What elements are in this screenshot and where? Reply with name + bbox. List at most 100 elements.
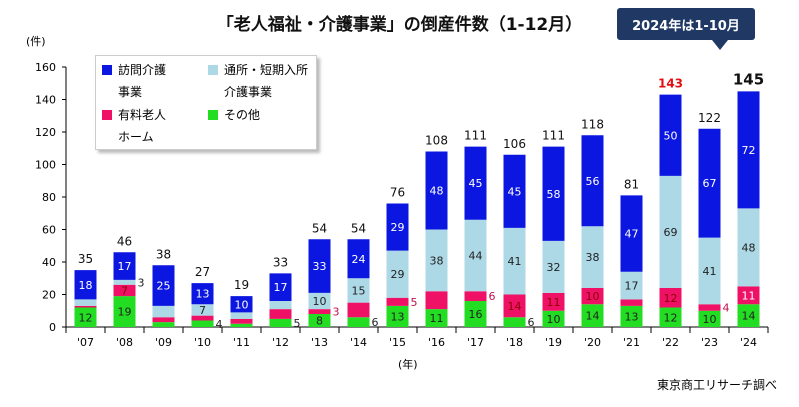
bar-segment bbox=[542, 292, 565, 311]
data-label: 24 bbox=[352, 253, 366, 266]
bar-segment bbox=[620, 305, 643, 327]
data-label: 25 bbox=[157, 280, 171, 293]
legend-label: その他 bbox=[224, 108, 261, 122]
bar-segment bbox=[659, 94, 682, 176]
total-label: 54 bbox=[351, 221, 366, 235]
legend-label: 事業 bbox=[118, 85, 143, 99]
source-note: 東京商工リサーチ調べ bbox=[656, 378, 777, 392]
bar-segment bbox=[230, 323, 253, 327]
data-label: 41 bbox=[703, 265, 717, 278]
legend-item-tsusho: 通所・短期入所 介護事業 bbox=[208, 59, 308, 103]
bar-segment bbox=[737, 304, 760, 327]
y-tick-label: 160 bbox=[35, 61, 56, 74]
x-tick-label: '16 bbox=[428, 336, 445, 349]
bar-segment bbox=[386, 250, 409, 298]
x-tick-label: '20 bbox=[584, 336, 601, 349]
total-label: 111 bbox=[542, 129, 565, 143]
bar-segment bbox=[347, 317, 370, 327]
bar-segment bbox=[386, 203, 409, 251]
bar-segment bbox=[230, 296, 253, 313]
data-label: 12 bbox=[664, 292, 678, 305]
bar-segment bbox=[347, 302, 370, 318]
data-label: 11 bbox=[430, 312, 444, 325]
y-tick-label: 60 bbox=[42, 224, 56, 237]
bar-segment bbox=[152, 265, 175, 306]
bar-segment bbox=[308, 239, 331, 293]
legend-swatch bbox=[102, 65, 112, 75]
bar-segment bbox=[191, 304, 214, 316]
data-label: 50 bbox=[664, 129, 678, 142]
bar-segment bbox=[230, 318, 253, 324]
y-axis-unit: (件) bbox=[26, 35, 46, 48]
data-label: 19 bbox=[118, 306, 132, 319]
bar-segment bbox=[581, 304, 604, 327]
legend-item-other: その他 bbox=[208, 104, 260, 126]
data-label: 45 bbox=[508, 185, 522, 198]
bar-segment bbox=[230, 312, 253, 319]
bar-segment bbox=[113, 279, 136, 285]
total-label: 118 bbox=[581, 117, 604, 131]
data-label: 47 bbox=[625, 228, 639, 241]
bar-segment bbox=[464, 146, 487, 220]
data-label: 13 bbox=[625, 310, 639, 323]
data-label: 12 bbox=[664, 311, 678, 324]
bar-segment bbox=[152, 317, 175, 323]
x-tick-label: '19 bbox=[545, 336, 562, 349]
bar-segment bbox=[542, 146, 565, 241]
data-label: 5 bbox=[294, 317, 301, 330]
data-label: 72 bbox=[742, 144, 756, 157]
legend-label: 有料老人 bbox=[118, 108, 167, 122]
total-label: 81 bbox=[624, 177, 639, 191]
bar-segment bbox=[113, 296, 136, 327]
data-label: 17 bbox=[118, 260, 132, 273]
data-label: 48 bbox=[430, 185, 444, 198]
total-label: 46 bbox=[117, 234, 132, 248]
legend-label: 通所・短期入所 bbox=[224, 63, 309, 77]
bar-segment bbox=[74, 299, 97, 306]
data-label: 3 bbox=[138, 276, 145, 289]
data-label: 6 bbox=[528, 316, 535, 329]
x-axis-unit: (年) bbox=[398, 358, 418, 371]
x-tick-label: '21 bbox=[623, 336, 640, 349]
data-label: 14 bbox=[508, 300, 522, 313]
bar-segment bbox=[113, 252, 136, 280]
total-label: 143 bbox=[658, 77, 683, 91]
data-label: 11 bbox=[742, 289, 756, 302]
data-label: 7 bbox=[121, 284, 128, 297]
total-label: 106 bbox=[503, 137, 526, 151]
bar-segment bbox=[659, 307, 682, 327]
data-label: 7 bbox=[199, 304, 206, 317]
data-label: 44 bbox=[469, 250, 483, 263]
data-label: 29 bbox=[391, 268, 405, 281]
x-tick-label: '09 bbox=[155, 336, 172, 349]
data-label: 12 bbox=[79, 311, 93, 324]
data-label: 10 bbox=[703, 313, 717, 326]
legend-item-houmon: 訪問介護 事業 bbox=[102, 59, 166, 103]
total-label: 35 bbox=[78, 252, 93, 266]
x-tick-label: '13 bbox=[311, 336, 328, 349]
data-label: 58 bbox=[547, 188, 561, 201]
data-label: 4 bbox=[216, 318, 223, 331]
x-tick-label: '22 bbox=[662, 336, 679, 349]
y-tick-label: 20 bbox=[42, 289, 56, 302]
total-label: 27 bbox=[195, 265, 210, 279]
data-label: 16 bbox=[469, 308, 483, 321]
bar-segment bbox=[347, 278, 370, 303]
data-label: 10 bbox=[586, 290, 600, 303]
total-label: 108 bbox=[425, 134, 448, 148]
bar-segment bbox=[347, 239, 370, 279]
bar-segment bbox=[191, 315, 214, 321]
data-label: 3 bbox=[333, 306, 340, 319]
data-label: 14 bbox=[586, 310, 600, 323]
bar-segment bbox=[269, 301, 292, 310]
legend-label: 訪問介護 bbox=[118, 63, 167, 77]
data-label: 32 bbox=[547, 261, 561, 274]
x-tick-label: '07 bbox=[77, 336, 94, 349]
total-label: 54 bbox=[312, 221, 327, 235]
bar-segment bbox=[464, 301, 487, 327]
data-label: 38 bbox=[430, 254, 444, 267]
legend-item-yuryo: 有料老人 ホーム bbox=[102, 104, 166, 148]
total-label: 19 bbox=[234, 278, 249, 292]
data-label: 6 bbox=[489, 290, 496, 303]
total-label: 145 bbox=[733, 70, 764, 88]
